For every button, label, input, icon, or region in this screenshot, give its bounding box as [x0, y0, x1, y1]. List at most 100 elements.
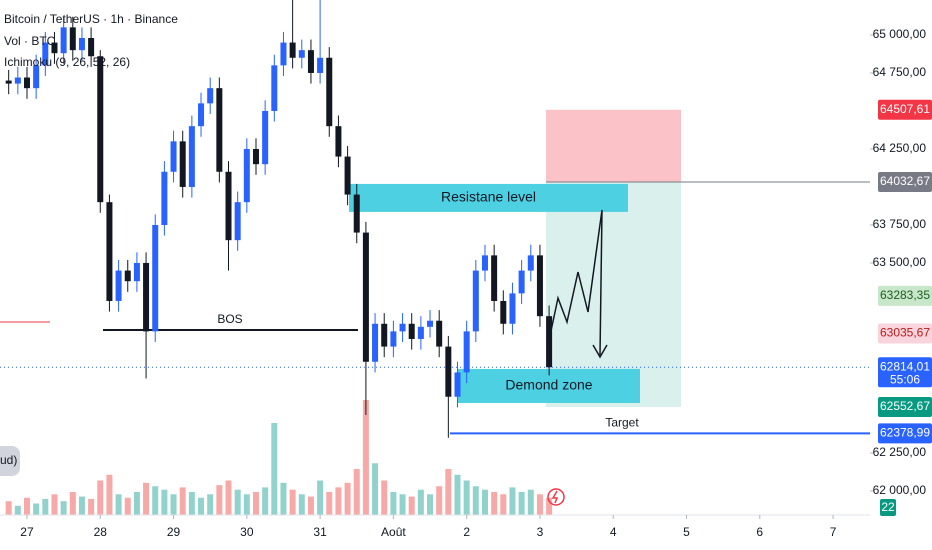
volume-bar: [344, 482, 351, 515]
x-tick-label: 27: [20, 525, 34, 539]
volume-bar: [518, 492, 525, 515]
candle-body: [390, 331, 397, 347]
volume-bar: [289, 489, 296, 515]
candle-body: [78, 38, 85, 51]
volume-bar: [161, 489, 168, 515]
volume-bar: [317, 480, 324, 515]
y-tick-label: 62 250,00: [873, 445, 927, 459]
volume-bar: [390, 492, 397, 515]
volume-bar: [381, 480, 388, 515]
candle-body: [436, 320, 443, 347]
alert-icon[interactable]: [547, 488, 565, 506]
price-tag: 62378,99: [880, 426, 930, 440]
y-axis-bg: [870, 0, 932, 550]
candle-body: [97, 56, 104, 203]
candle-body: [133, 262, 140, 282]
volume-bar: [42, 498, 49, 515]
resistance-label: Resistane level: [441, 189, 536, 205]
volume-bar: [408, 496, 415, 515]
candle-body: [5, 80, 12, 84]
candle-body: [454, 372, 461, 397]
price-countdown: 55:06: [890, 372, 920, 386]
projection-arrow: [592, 344, 608, 359]
candle-body: [353, 194, 360, 233]
header-title: Bitcoin / TetherUS · 1h · Binance: [4, 12, 178, 26]
price-tag: 62814,01: [880, 359, 930, 373]
volume-bar: [509, 487, 516, 515]
y-tick-label: 63 750,00: [873, 217, 927, 231]
candle-body: [335, 126, 342, 157]
resistance-zone: [349, 183, 628, 212]
volume-bar: [326, 492, 333, 515]
candle-body: [188, 126, 195, 187]
candle-body: [143, 262, 150, 332]
x-tick-label: 3: [537, 525, 544, 539]
projection-path: [547, 209, 603, 356]
volume-bar: [106, 474, 113, 515]
candle-body: [280, 42, 287, 66]
volume-bar: [170, 494, 177, 515]
y-tick-label: 64 250,00: [873, 141, 927, 155]
volume-bar: [500, 494, 507, 515]
candle-body: [60, 27, 67, 54]
volume-bar: [436, 486, 443, 515]
price-tag: 62552,67: [880, 399, 930, 413]
candle-body: [298, 50, 305, 58]
x-tick-label: 30: [240, 525, 254, 539]
candle-body: [527, 255, 534, 271]
candle-body: [234, 202, 241, 241]
bottom-badge-bg: [880, 499, 896, 516]
price-tag: 64507,61: [880, 102, 930, 116]
volume-bar: [51, 494, 58, 515]
candle-body: [445, 346, 452, 397]
candle-body: [88, 38, 95, 57]
candle-body: [33, 65, 40, 89]
candle-body: [463, 331, 470, 373]
volume-bar: [372, 463, 379, 515]
y-tick-label: 63 500,00: [873, 255, 927, 269]
volume-bar: [23, 497, 30, 515]
price-tag-bg: [878, 172, 932, 193]
x-tick-label: 2: [463, 525, 470, 539]
candle-body: [115, 270, 122, 301]
candle-body: [500, 300, 507, 324]
candle-body: [289, 42, 296, 58]
y-tick-label: 64 750,00: [873, 65, 927, 79]
price-tag: 64032,67: [880, 174, 930, 188]
price-tag-bg: [878, 423, 932, 444]
candle-body: [225, 171, 232, 241]
volume-bar: [216, 485, 223, 515]
y-tick-label: 62 000,00: [873, 483, 927, 497]
stop-zone: [546, 109, 681, 183]
volume-bar: [427, 494, 434, 515]
volume-bar: [491, 492, 498, 515]
candle-body: [344, 156, 351, 195]
candle-body: [509, 293, 516, 324]
candle-body: [23, 77, 30, 89]
volume-bar: [69, 492, 76, 515]
candle-body: [481, 255, 488, 271]
header-indicator: Ichimoku (9, 26, 52, 26): [4, 55, 130, 69]
volume-bar: [60, 501, 67, 515]
candle-body: [198, 103, 205, 127]
volume-bar: [207, 494, 214, 515]
x-tick-label: 4: [610, 525, 617, 539]
price-tag-bg: [878, 323, 932, 344]
price-tag-bg: [878, 285, 932, 306]
volume-bar: [252, 492, 259, 515]
x-tick-label: 5: [683, 525, 690, 539]
left-badge: ud): [0, 453, 17, 467]
candle-body: [124, 270, 131, 282]
x-tick-label: 6: [756, 525, 763, 539]
demand-label: Demond zone: [505, 377, 592, 393]
candle-body: [161, 171, 168, 225]
candle-body: [271, 65, 278, 111]
volume-bar: [152, 486, 159, 515]
volume-bar: [124, 497, 131, 515]
volume-bar: [280, 482, 287, 515]
candle-body: [536, 255, 543, 317]
bottom-badge: 22: [881, 500, 895, 514]
volume-bar: [243, 494, 250, 515]
alert-bolt: [551, 490, 559, 504]
